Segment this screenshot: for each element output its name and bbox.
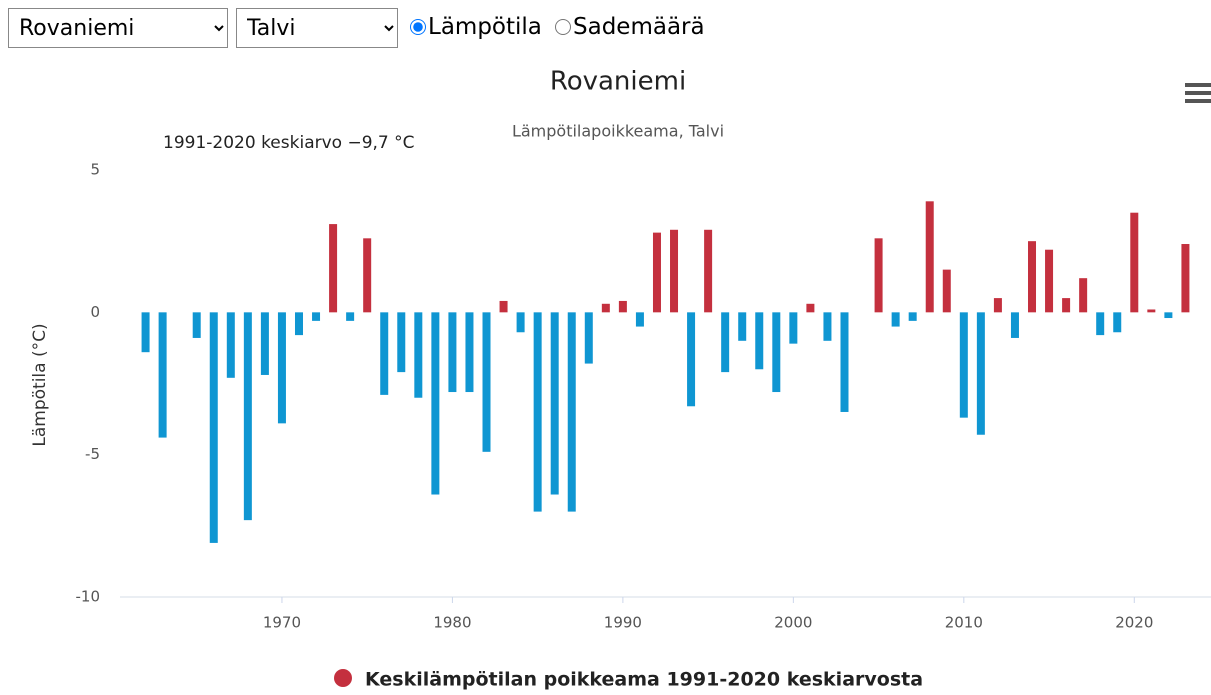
bar (976, 312, 985, 435)
bar (738, 312, 747, 341)
radio[interactable] (555, 19, 571, 35)
bar (431, 312, 440, 495)
x-tick-label: 2020 (1115, 614, 1153, 632)
y-tick-label: -5 (85, 445, 100, 463)
bar (789, 312, 798, 344)
legend-label[interactable]: Keskilämpötilan poikkeama 1991-2020 kesk… (365, 669, 923, 691)
x-tick-label: 1990 (604, 614, 642, 632)
location-select[interactable]: Rovaniemi (8, 8, 228, 48)
bar (687, 312, 696, 407)
bar (993, 298, 1002, 313)
bar (192, 312, 201, 338)
x-tick-label: 2010 (945, 614, 983, 632)
bar (755, 312, 764, 370)
bar (141, 312, 150, 353)
bar (1147, 309, 1156, 313)
radio-label: Lämpötila (428, 14, 542, 40)
bar (584, 312, 593, 364)
bar (397, 312, 406, 373)
menu-line (1185, 99, 1211, 103)
radio-label: Sademäärä (573, 14, 705, 40)
bar (823, 312, 832, 341)
annotation: 1991-2020 keskiarvo −9,7 °C (163, 133, 415, 153)
season-select[interactable]: Talvi (236, 8, 398, 48)
y-axis-label: Lämpötila (°C) (30, 323, 50, 446)
bar (380, 312, 389, 395)
bar (1181, 244, 1190, 313)
bar (942, 269, 951, 313)
y-tick-label: 0 (90, 303, 100, 321)
bar (1130, 212, 1139, 313)
bar (1028, 241, 1037, 313)
bar (516, 312, 525, 333)
radio[interactable] (410, 19, 426, 35)
bar (158, 312, 167, 438)
bar (635, 312, 644, 327)
menu-icon[interactable] (1185, 83, 1211, 103)
bar (891, 312, 900, 327)
bar (874, 238, 883, 313)
x-tick-label: 1980 (433, 614, 471, 632)
bar (414, 312, 423, 398)
bar (1062, 298, 1071, 313)
menu-line (1185, 91, 1211, 95)
bar (772, 312, 781, 393)
bar (925, 201, 934, 313)
bar (567, 312, 576, 512)
x-tick-label: 1970 (263, 614, 301, 632)
x-tick-label: 2000 (774, 614, 812, 632)
bar (704, 229, 713, 313)
bar (959, 312, 968, 418)
bar (312, 312, 321, 321)
bar (329, 224, 338, 313)
bar (652, 232, 661, 313)
bar (721, 312, 730, 373)
radio-precipitation[interactable]: Sademäärä (555, 14, 705, 40)
bar (448, 312, 457, 393)
chart-title: Rovaniemi (550, 67, 686, 97)
radio-temperature[interactable]: Lämpötila (410, 14, 542, 40)
bar (1113, 312, 1122, 333)
bar (1045, 249, 1054, 313)
bar (550, 312, 559, 495)
bar (1096, 312, 1105, 336)
legend-marker (334, 669, 352, 687)
bar (363, 238, 372, 313)
bar (243, 312, 252, 521)
bar (806, 303, 815, 313)
bar (499, 300, 508, 313)
bar (209, 312, 218, 543)
bar (670, 229, 679, 313)
bar (1079, 278, 1088, 313)
bar (840, 312, 849, 412)
bar (618, 300, 627, 313)
chart-subtitle: Lämpötilapoikkeama, Talvi (512, 122, 724, 141)
bar (908, 312, 917, 321)
bar (260, 312, 269, 375)
bar (533, 312, 542, 512)
bar (482, 312, 491, 452)
bar (1164, 312, 1173, 319)
menu-line (1185, 83, 1211, 87)
bar (601, 303, 610, 313)
y-tick-label: -10 (76, 588, 101, 606)
bar (465, 312, 474, 393)
bar (226, 312, 235, 378)
y-tick-label: 5 (90, 161, 100, 179)
bar (294, 312, 303, 336)
bar (277, 312, 286, 424)
bar (346, 312, 355, 321)
bar (1010, 312, 1019, 338)
